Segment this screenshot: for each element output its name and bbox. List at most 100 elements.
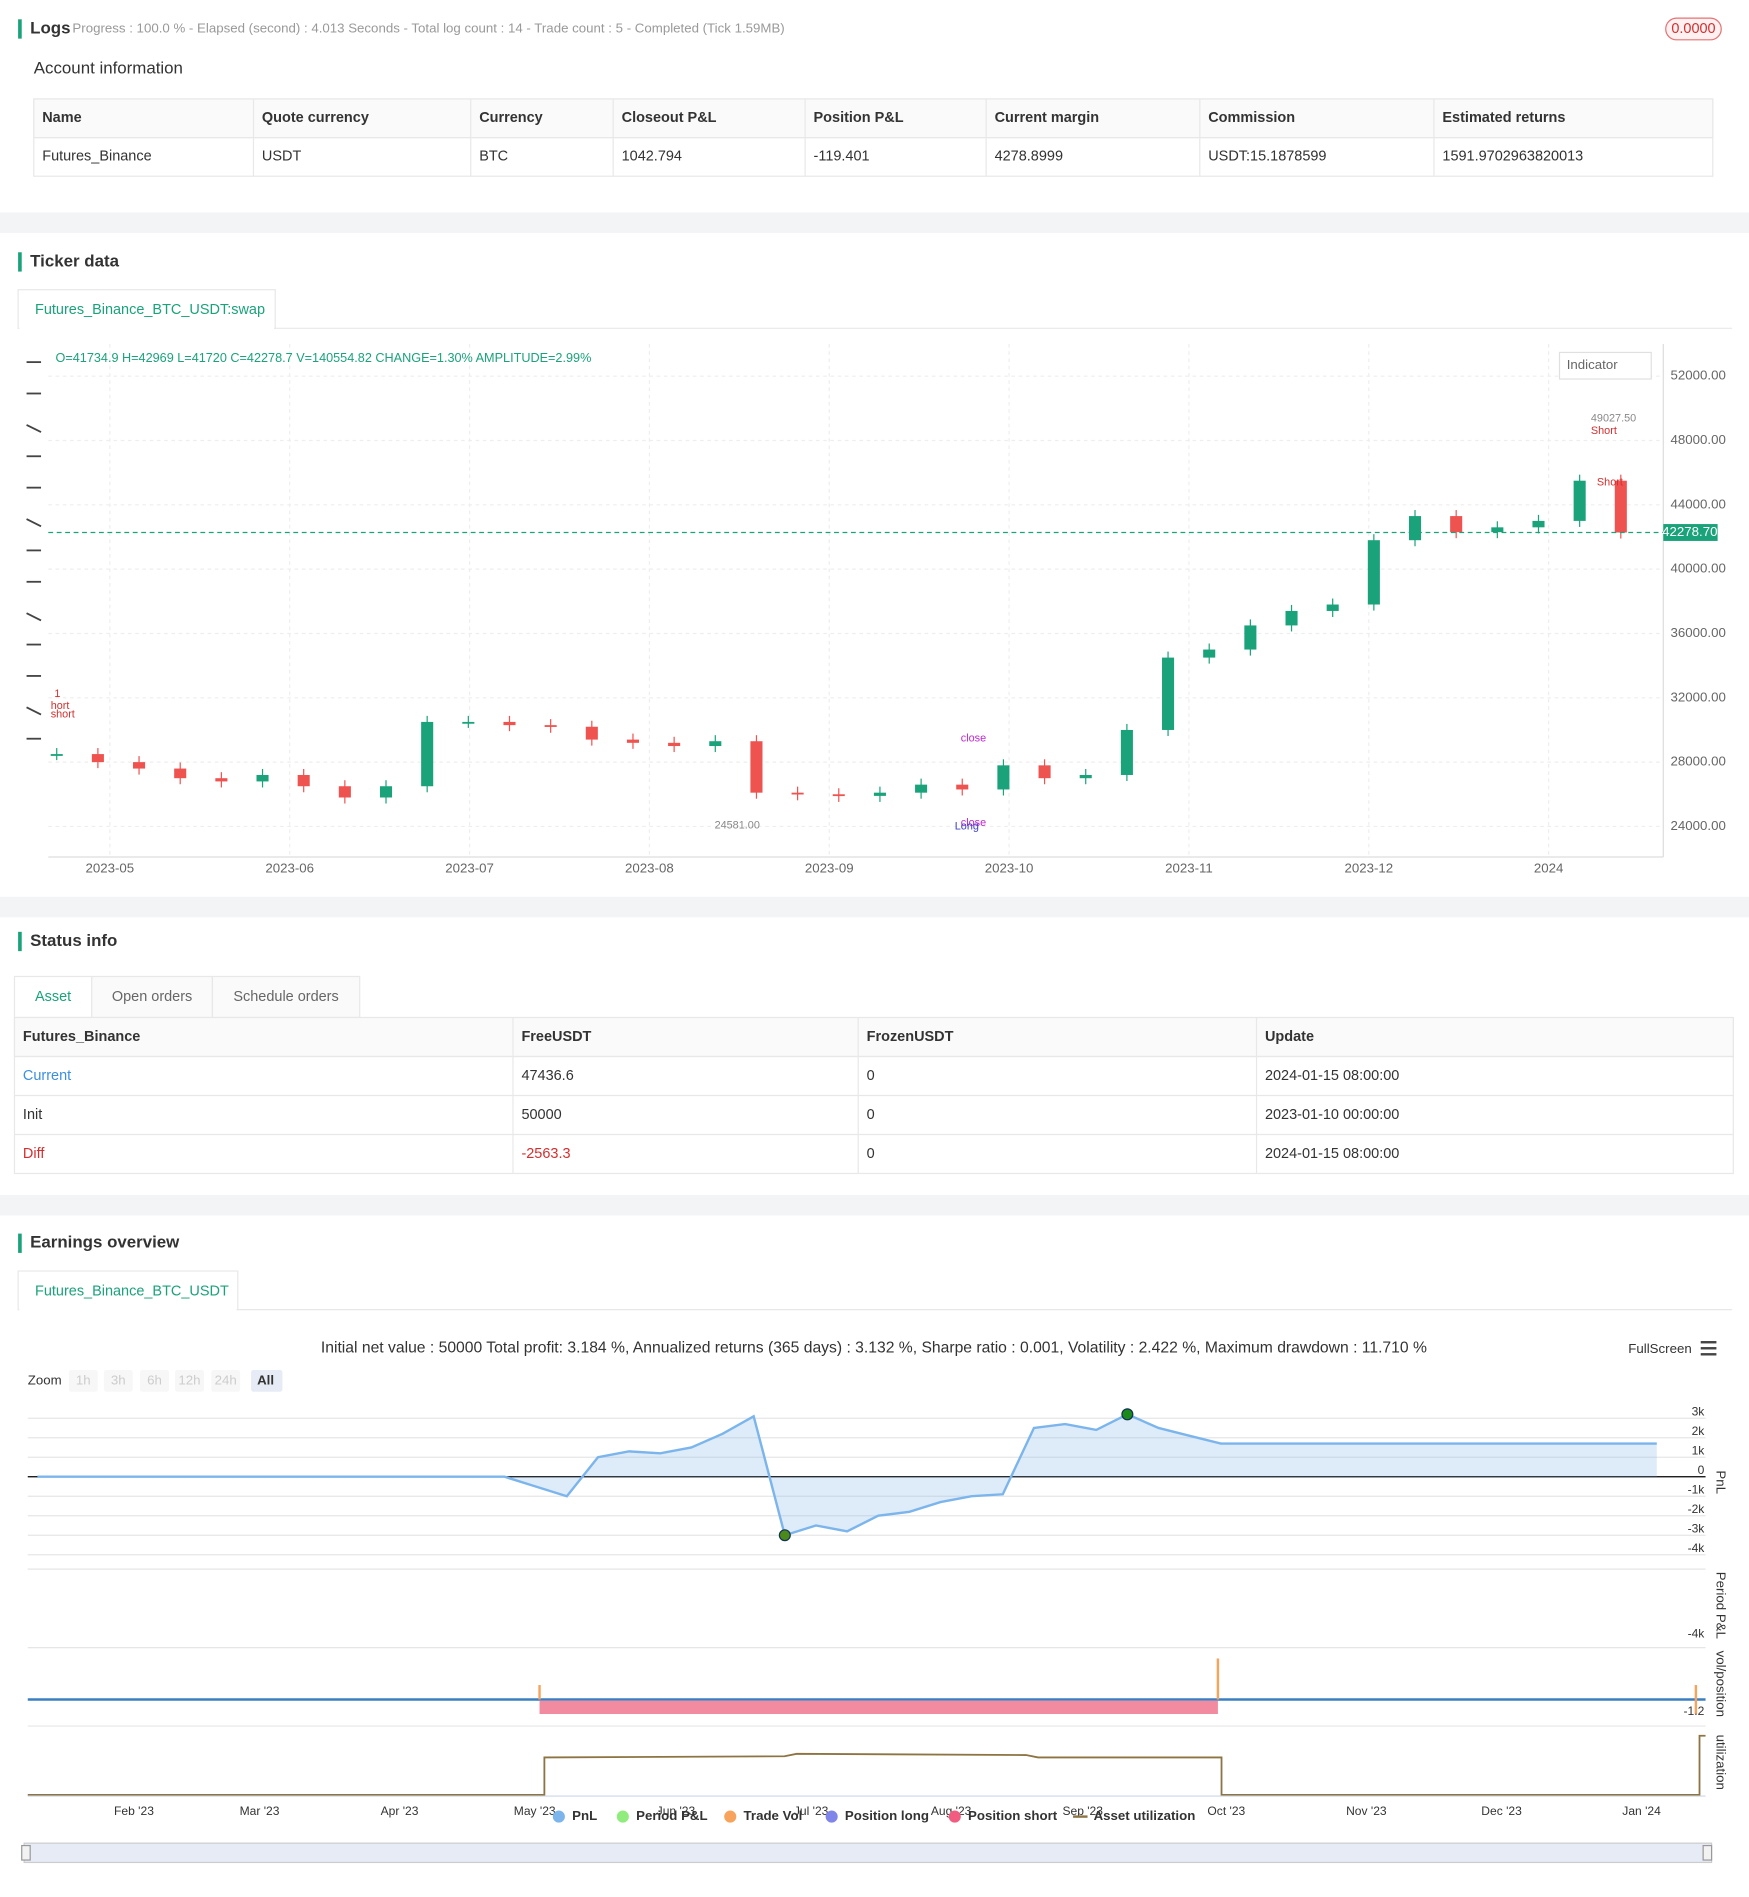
candle (1450, 516, 1463, 533)
table-cell: USDT:15.1878599 (1208, 149, 1326, 165)
table-cell: 0 (867, 1068, 875, 1084)
legend-symbol[interactable] (948, 1810, 961, 1823)
zoom-button-label[interactable]: 24h (215, 1372, 237, 1387)
section-title: Ticker data (30, 251, 119, 270)
legend-label[interactable]: Trade Vol (744, 1808, 803, 1823)
zoom-button-label[interactable]: 12h (178, 1372, 200, 1387)
fullscreen-button[interactable]: FullScreen (1628, 1341, 1691, 1356)
legend-symbol[interactable] (552, 1810, 565, 1823)
column-header: FreeUSDT (521, 1029, 591, 1045)
extreme-marker (1121, 1408, 1134, 1421)
separator (0, 212, 1749, 233)
zoom-button-label[interactable]: 6h (147, 1372, 162, 1387)
annotation: Short (1597, 477, 1623, 489)
table-cell: Current (23, 1068, 71, 1084)
candle (1614, 480, 1627, 533)
toolbar-icon[interactable] (26, 706, 42, 716)
indicator-button[interactable] (1558, 351, 1652, 380)
y-tick-label: 44000.00 (1671, 496, 1726, 511)
zoom-button[interactable] (211, 1369, 241, 1392)
candle (1408, 516, 1422, 541)
candle (1573, 480, 1586, 521)
x-tick-label: 2023-06 (265, 861, 314, 876)
tab-label[interactable]: Futures_Binance_BTC_USDT (35, 1283, 229, 1299)
tab[interactable] (13, 975, 93, 1019)
annotation: 49027.50 (1591, 413, 1636, 425)
candle (297, 774, 310, 787)
toolbar-icon[interactable] (26, 612, 42, 622)
candle (585, 726, 598, 740)
candle (1491, 527, 1504, 533)
tab[interactable] (211, 975, 361, 1019)
zoom-button[interactable] (140, 1369, 169, 1392)
navigator-handle[interactable] (1702, 1844, 1713, 1861)
section-title: Status info (30, 931, 117, 950)
section-marker (18, 931, 22, 952)
candle (873, 792, 886, 796)
zoom-button[interactable] (103, 1369, 133, 1392)
candle (91, 754, 104, 763)
zoom-button[interactable] (68, 1369, 98, 1392)
x-tick-label: 2023-10 (985, 861, 1034, 876)
tab-label[interactable]: Open orders (112, 989, 192, 1005)
y-tick-label: 1k (1692, 1443, 1706, 1457)
legend-symbol[interactable] (616, 1810, 629, 1823)
badge-value: 0.0000 (1671, 21, 1715, 37)
section-title: Earnings overview (30, 1233, 180, 1252)
column-header: Current margin (995, 110, 1100, 126)
x-tick-label: 2023-11 (1165, 861, 1213, 876)
zoom-button-label[interactable]: All (257, 1372, 274, 1387)
last-price-label: 42278.70 (1662, 524, 1717, 539)
x-tick-label: 2024 (1534, 861, 1564, 876)
table-cell: 2024-01-15 08:00:00 (1265, 1068, 1399, 1084)
candle (668, 742, 681, 747)
toolbar-icon[interactable] (26, 424, 42, 433)
legend-label[interactable]: Asset utilization (1094, 1808, 1196, 1823)
zoom-label: Zoom (28, 1372, 62, 1387)
tab[interactable] (91, 975, 214, 1019)
candle (709, 741, 722, 747)
candle (174, 768, 187, 779)
legend-label[interactable]: Period P&L (636, 1808, 708, 1823)
candle (1120, 729, 1133, 775)
legend-label[interactable]: PnL (572, 1808, 597, 1823)
x-tick-label: 2023-08 (625, 861, 674, 876)
legend-label[interactable]: Position short (968, 1808, 1058, 1823)
indicator-label[interactable]: Indicator (1567, 357, 1618, 372)
navigator[interactable] (23, 1842, 1713, 1864)
section-marker (18, 1233, 22, 1253)
tab-label[interactable]: Futures_Binance_BTC_USDT:swap (35, 302, 265, 318)
candle (1285, 610, 1298, 626)
x-tick-label: Nov '23 (1346, 1804, 1387, 1818)
tab-label[interactable]: Schedule orders (233, 989, 338, 1005)
legend-symbol[interactable] (825, 1810, 838, 1823)
candle (421, 721, 434, 787)
tab[interactable] (17, 289, 276, 329)
x-tick-label: 2023-09 (805, 861, 854, 876)
candle (1203, 649, 1216, 658)
navigator-handle[interactable] (21, 1844, 31, 1861)
toolbar-icon[interactable] (26, 518, 42, 528)
column-header: Quote currency (262, 110, 369, 126)
zoom-button[interactable] (251, 1369, 283, 1392)
candle (338, 786, 351, 798)
candle (997, 765, 1010, 790)
tab-label[interactable]: Asset (35, 989, 71, 1005)
y-tick-label: -4k (1688, 1627, 1706, 1641)
zoom-button-label[interactable]: 3h (111, 1372, 126, 1387)
legend-label[interactable]: Position long (845, 1808, 929, 1823)
candle (215, 778, 228, 782)
table-cell: -119.401 (814, 149, 870, 165)
candle (1244, 625, 1257, 650)
candle (544, 725, 557, 727)
table-cell: -2563.3 (521, 1146, 570, 1162)
candle (1532, 520, 1545, 528)
column-header: Position P&L (814, 110, 904, 126)
tab[interactable] (17, 1270, 239, 1311)
legend-symbol[interactable] (724, 1810, 737, 1823)
zoom-button-label[interactable]: 1h (76, 1372, 91, 1387)
badge (1665, 17, 1722, 41)
zoom-button[interactable] (175, 1369, 204, 1392)
utilization-line (27, 1734, 1706, 1796)
table-cell: 1042.794 (622, 149, 682, 165)
